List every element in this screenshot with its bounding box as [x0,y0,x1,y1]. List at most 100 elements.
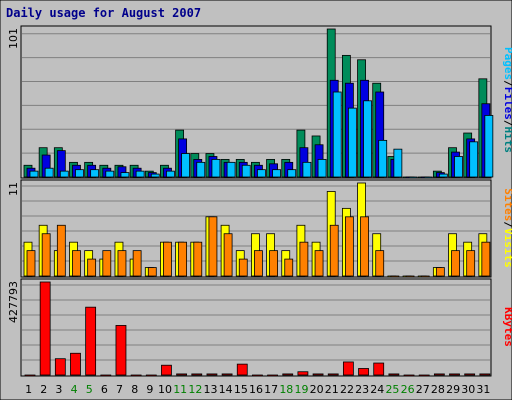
x-tick-label: 7 [116,383,123,396]
chart-title: Daily usage for August 2007 [6,6,201,20]
bar-pages-day-29 [454,156,463,178]
x-tick-label: 2 [40,383,47,396]
bar-sites-day-18 [284,258,294,277]
x-tick-label: 19 [294,383,308,396]
bar-sites-day-27 [420,275,430,278]
bar-pages-day-21 [332,91,342,178]
x-tick-label: 22 [340,383,354,396]
bar-kbytes-day-25 [388,373,400,376]
bar-sites-day-12 [193,241,203,277]
bar-kbytes-day-11 [176,373,188,376]
bar-pages-day-15 [241,164,251,178]
bar-pages-day-22 [347,107,357,178]
bar-pages-day-20 [317,159,327,178]
x-tick-label: 13 [204,383,218,396]
x-tick-label: 29 [446,383,460,396]
x-tick-label: 24 [370,383,384,396]
x-tick-label: 9 [146,383,153,396]
bar-kbytes-day-5 [85,306,97,376]
bar-kbytes-day-26 [403,374,415,377]
bar-pages-day-3 [59,170,69,178]
bar-sites-day-8 [132,250,142,277]
bar-sites-day-20 [314,250,324,277]
y-max-label: 427793 [7,281,20,323]
legend-panel-2: Sites/Visits [502,188,512,268]
x-tick-label: 28 [431,383,445,396]
bar-pages-day-27 [423,176,433,179]
bar-kbytes-day-6 [100,374,112,377]
bar-pages-day-18 [287,169,297,178]
bar-kbytes-day-13 [206,373,218,376]
bar-sites-day-2 [41,233,51,277]
bar-sites-day-22 [344,216,354,277]
y-max-label: 11 [7,182,20,196]
bar-pages-day-26 [408,176,418,179]
bar-pages-day-13 [211,159,221,178]
bar-kbytes-day-15 [236,363,248,376]
bar-kbytes-day-3 [54,358,66,376]
bar-kbytes-day-30 [464,373,476,376]
bar-pages-day-25 [393,148,403,178]
legend-panel-3: KBytes [502,307,512,347]
panel-frame [20,25,492,179]
x-tick-label: 1 [25,383,32,396]
panel-3: 427793 KBytes [7,278,512,377]
bar-kbytes-day-16 [252,374,263,377]
bar-sites-day-21 [329,224,339,277]
bar-pages-day-23 [363,100,372,178]
bar-kbytes-day-10 [161,364,172,376]
legend-entry: Hits [502,127,512,154]
x-tick-label: 21 [325,383,339,396]
bar-sites-day-9 [147,267,157,277]
bar-pages-day-24 [378,139,388,178]
bar-sites-day-19 [299,241,309,277]
bar-sites-day-26 [405,275,415,278]
bar-sites-day-15 [238,258,248,277]
bar-kbytes-day-28 [433,373,445,376]
bar-kbytes-day-21 [327,373,339,376]
x-tick-label: 27 [416,383,430,396]
bar-pages-day-9 [150,173,160,178]
bar-pages-day-11 [181,153,191,178]
legend-entry: / [502,120,512,127]
bar-sites-day-11 [178,241,188,277]
bar-kbytes-day-2 [39,281,51,376]
x-tick-label: 31 [476,383,490,396]
x-tick-label: 16 [249,383,263,396]
bar-kbytes-day-24 [373,362,385,376]
bar-sites-day-30 [466,250,476,277]
bar-sites-day-14 [223,233,233,277]
legend-entry: Visits [502,228,512,268]
x-tick-label: 12 [188,383,202,396]
x-tick-label: 14 [219,383,233,396]
bar-sites-day-13 [208,216,218,277]
bar-pages-day-28 [438,173,448,178]
bar-pages-day-14 [226,161,236,178]
bar-pages-day-12 [196,161,206,178]
bar-kbytes-day-31 [479,373,491,376]
bar-sites-day-3 [56,224,66,277]
bar-kbytes-day-19 [297,371,309,376]
bar-kbytes-day-7 [115,325,127,376]
x-tick-label: 23 [355,383,369,396]
x-tick-label: 26 [401,383,415,396]
x-tick-label: 4 [71,383,78,396]
x-tick-label: 18 [279,383,293,396]
legend-entry: KBytes [502,307,512,347]
bar-kbytes-day-29 [449,373,460,376]
bar-pages-day-30 [469,141,479,178]
bar-kbytes-day-14 [221,373,233,376]
chart-panels: 101Pages/Files/Hits11Sites/Visits427793K… [7,25,512,377]
bar-pages-day-5 [90,169,100,178]
x-tick-label: 15 [234,383,248,396]
bar-sites-day-4 [72,250,81,277]
bar-sites-day-6 [102,250,112,277]
x-tick-label: 17 [264,383,278,396]
bar-sites-day-16 [254,250,263,277]
bar-sites-day-24 [375,250,385,277]
legend-entry: Pages [502,47,512,80]
bar-kbytes-day-22 [342,361,354,376]
x-axis-day-labels: 1 2 3 4 5 6 7 8 9 10 11 12 13 14 15 16 17 18 19 20 21 22 23 24 2… [25,383,490,396]
